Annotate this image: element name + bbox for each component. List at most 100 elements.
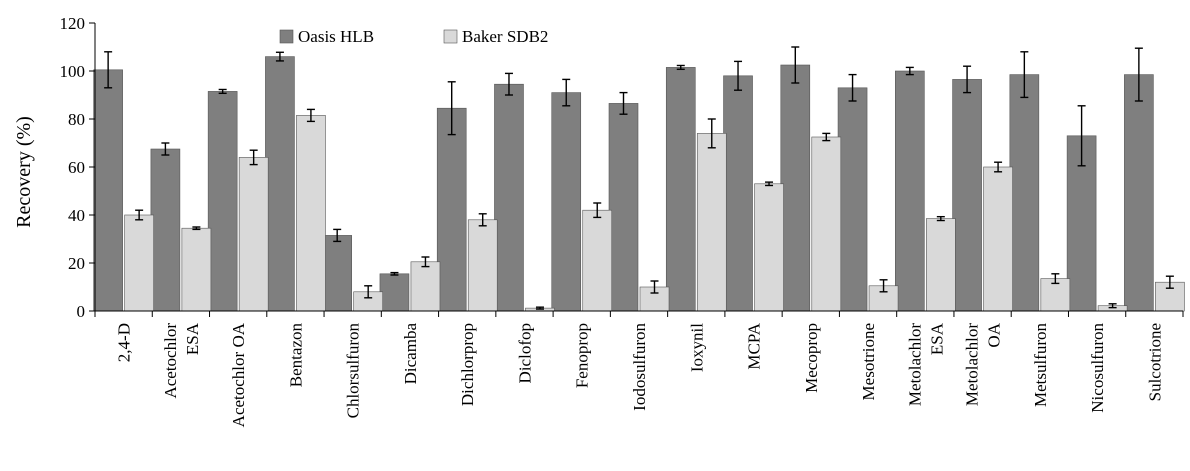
error-bar [390, 271, 399, 276]
error-bar [650, 280, 659, 294]
error-bar [218, 88, 227, 95]
x-tick-label-line: Mesotrione [859, 323, 878, 400]
x-tick-label: Iodosulfuron [630, 323, 649, 411]
error-bar [447, 81, 456, 136]
x-tick-label-line: ESA [927, 322, 946, 355]
error-bar [905, 66, 914, 76]
x-tick-label: Metolachlor OA [963, 322, 1004, 406]
y-ticks: 0 20 40 60 80 100 120 [60, 14, 95, 321]
x-tick-label-line: Acetochlor [161, 323, 180, 399]
bar-oasis-hlb [837, 87, 868, 312]
x-tick-label: Chlorsulfuron [344, 323, 363, 419]
x-tick-label-line: ESA [183, 322, 202, 355]
x-tick-label-line: MCPA [745, 322, 764, 369]
bar-oasis-hlb [551, 92, 582, 312]
x-tick-label: 2,4-D [115, 323, 134, 362]
error-bar [1165, 275, 1174, 289]
bar-baker-sdb2 [181, 227, 212, 312]
error-bar [306, 108, 315, 123]
y-tick-label: 100 [60, 62, 86, 81]
bar-baker-sdb2 [467, 219, 498, 312]
x-tick-label-line: Metolachlor [905, 323, 924, 406]
x-tick-label: MCPA [745, 322, 764, 369]
x-tick-label-line: Diclofop [515, 323, 534, 383]
x-tick-label-line: Mecoprop [802, 323, 821, 393]
error-bar [879, 279, 888, 293]
x-tick-label-line: Acetochlor OA [229, 322, 248, 427]
bar-oasis-hlb [436, 107, 467, 312]
x-tick-label-line: Iodosulfuron [630, 323, 649, 411]
bar-oasis-hlb [322, 235, 352, 312]
x-tick-label: Dichlorprop [458, 323, 477, 406]
x-tick-label: Diclofop [515, 323, 534, 383]
x-tick-label-line: Dichlorprop [458, 323, 477, 406]
error-bar [593, 202, 602, 219]
error-bar [1108, 303, 1117, 309]
x-tick-label: Dicamba [401, 323, 420, 385]
bar-oasis-hlb [895, 70, 925, 312]
error-bar [734, 60, 743, 91]
bar-baker-sdb2 [811, 136, 842, 312]
bar-oasis-hlb [723, 75, 753, 312]
bar-oasis-hlb [952, 79, 982, 312]
x-tick-label-line: 2,4-D [115, 323, 134, 362]
y-tick-label: 20 [68, 254, 85, 273]
bar-baker-sdb2 [582, 209, 613, 312]
error-bar [333, 228, 342, 243]
error-bar [504, 72, 513, 96]
bar-baker-sdb2 [238, 157, 269, 312]
bar-baker-sdb2 [983, 166, 1013, 312]
error-bar [478, 213, 487, 227]
error-bar [822, 132, 831, 142]
x-tick-label-line: Nicosulfuron [1088, 323, 1107, 413]
error-bar [1051, 273, 1060, 285]
bar-baker-sdb2 [124, 214, 154, 312]
x-tick-label: Mecoprop [802, 323, 821, 393]
bar-baker-sdb2 [754, 183, 784, 312]
y-tick-label: 80 [68, 110, 85, 129]
x-tick-label-line: OA [985, 322, 1004, 347]
error-bars-layer [104, 46, 1174, 310]
x-tick-label: Metsulfuron [1031, 323, 1050, 408]
y-tick-label: 40 [68, 206, 85, 225]
x-tick-label: Ioxynil [687, 323, 706, 372]
bar-oasis-hlb [207, 91, 238, 312]
error-bar [192, 226, 201, 231]
x-tick-label-line: Chlorsulfuron [344, 323, 363, 419]
bar-oasis-hlb [379, 273, 410, 312]
x-tick-label: Sulcotrione [1145, 323, 1164, 401]
error-bar [104, 51, 113, 89]
error-bar [535, 306, 544, 310]
x-tick-label-line: Sulcotrione [1145, 323, 1164, 401]
bar-oasis-hlb [93, 69, 123, 312]
error-bar [619, 91, 628, 115]
bar-baker-sdb2 [296, 115, 326, 312]
x-tick-label: Nicosulfuron [1088, 323, 1107, 413]
x-tick-label: Mesotrione [859, 323, 878, 400]
bar-oasis-hlb [1009, 74, 1040, 312]
x-tick-label-line: Dicamba [401, 323, 420, 385]
bar-oasis-hlb [780, 64, 811, 312]
y-tick-label: 120 [60, 14, 86, 33]
error-bar [676, 64, 685, 71]
error-bar [1077, 105, 1086, 167]
error-bar [936, 215, 945, 222]
error-bar [135, 209, 144, 221]
bar-baker-sdb2 [926, 218, 956, 312]
y-tick-label: 60 [68, 158, 85, 177]
error-bar [562, 78, 571, 107]
legend-label: Oasis HLB [298, 27, 374, 46]
legend-item: Oasis HLB [279, 27, 374, 46]
legend-label: Baker SDB2 [462, 27, 548, 46]
x-tick-label-line: Bentazon [286, 323, 305, 388]
x-tick-label-line: Metolachlor [963, 323, 982, 406]
bar-oasis-hlb [494, 83, 524, 312]
x-tick-label: Bentazon [286, 323, 305, 388]
error-bar [963, 65, 972, 94]
error-bar [994, 161, 1003, 173]
error-bar [161, 142, 170, 156]
bar-oasis-hlb [265, 56, 295, 312]
bar-baker-sdb2 [410, 261, 441, 312]
bar-oasis-hlb [150, 148, 181, 312]
